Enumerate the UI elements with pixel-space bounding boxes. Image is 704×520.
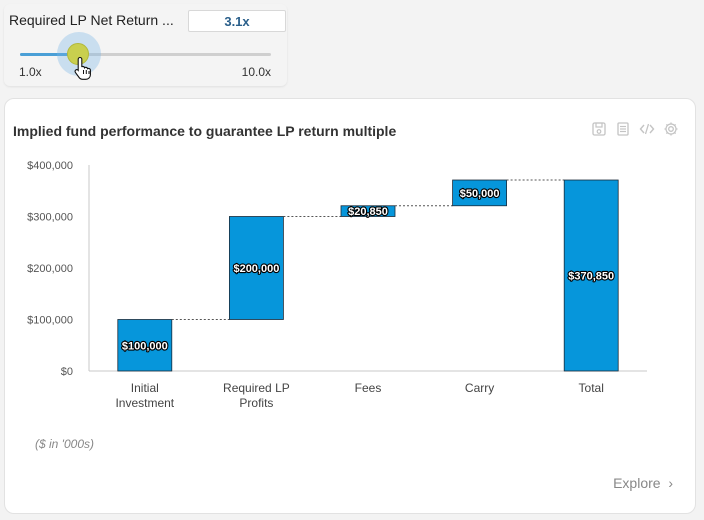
- data-label: $200,000: [233, 263, 279, 275]
- slider-max-label: 10.0x: [241, 65, 271, 79]
- slider-fill: [20, 53, 79, 56]
- return-multiple-value-input[interactable]: 3.1x: [188, 10, 286, 32]
- hand-cursor-icon: [74, 56, 91, 80]
- y-tick-label: $400,000: [27, 160, 73, 172]
- y-tick-label: $0: [61, 366, 73, 378]
- code-icon[interactable]: [639, 121, 655, 137]
- return-multiple-slider[interactable]: [20, 32, 271, 76]
- data-label: $50,000: [460, 188, 500, 200]
- x-tick-label: Carry: [465, 381, 494, 395]
- x-tick-label: Total: [579, 381, 604, 395]
- chart-title: Implied fund performance to guarantee LP…: [13, 123, 397, 139]
- waterfall-bar: [117, 319, 173, 372]
- waterfall-chart: $0 $100,000 $200,000 $300,000 $400,000 $100,0…: [27, 160, 647, 410]
- x-tick-label: Profits: [239, 396, 273, 410]
- x-tick-label: Investment: [115, 396, 174, 410]
- return-multiple-control: Required LP Net Return ... 3.1x 1.0x 10.…: [4, 4, 287, 86]
- x-tick-label: Required LP: [223, 381, 290, 395]
- slider-min-label: 1.0x: [19, 65, 42, 79]
- chart-footnote: ($ in '000s): [35, 437, 94, 451]
- waterfall-bar: [452, 179, 508, 207]
- data-label: $370,850: [568, 271, 614, 283]
- chevron-right-icon: ›: [664, 475, 673, 491]
- waterfall-bar: [340, 205, 396, 217]
- chart-card: $0 $100,000 $200,000 $300,000 $400,000 $100,0…: [4, 98, 696, 514]
- y-tick-label: $200,000: [27, 263, 73, 275]
- export-icon[interactable]: [615, 121, 631, 137]
- waterfall-bar: [563, 179, 619, 372]
- x-tick-label: Initial: [131, 381, 159, 395]
- settings-icon[interactable]: [663, 121, 679, 137]
- data-label: $100,000: [122, 340, 168, 352]
- explore-label: Explore: [613, 475, 661, 491]
- y-tick-label: $100,000: [27, 315, 73, 327]
- data-label: $20,850: [348, 206, 388, 218]
- explore-link[interactable]: Explore ›: [613, 475, 673, 491]
- control-label: Required LP Net Return ...: [9, 12, 174, 28]
- y-tick-label: $300,000: [27, 212, 73, 224]
- chart-toolbar: [591, 121, 679, 137]
- x-tick-label: Fees: [355, 381, 382, 395]
- waterfall-bar: [228, 216, 284, 320]
- save-icon[interactable]: [591, 121, 607, 137]
